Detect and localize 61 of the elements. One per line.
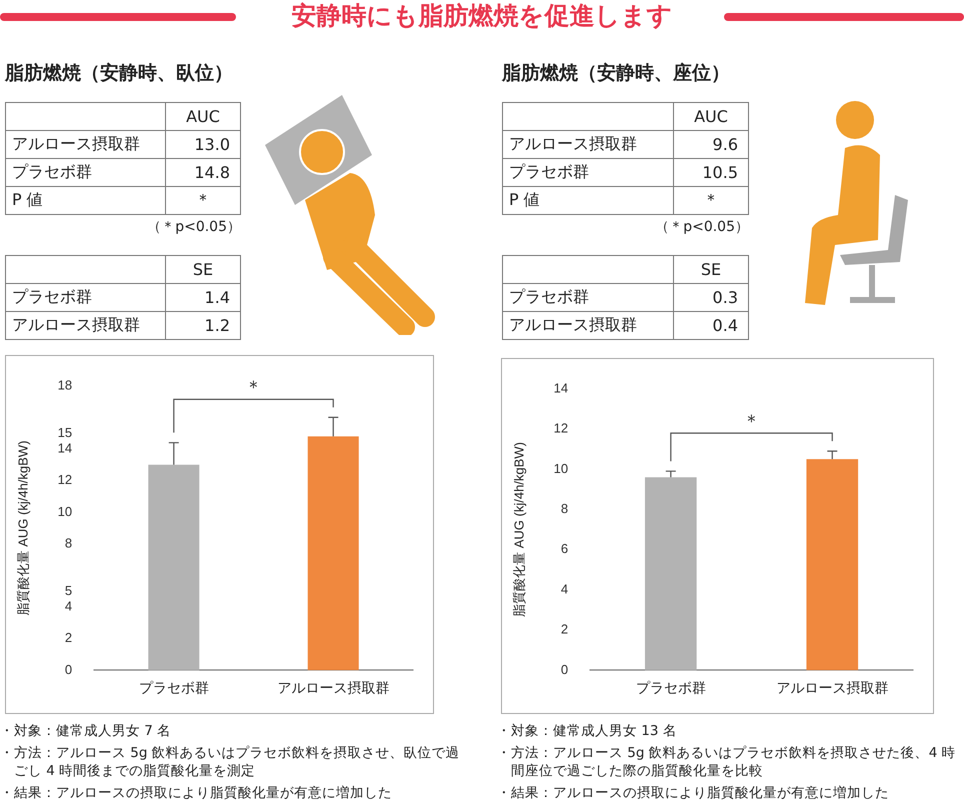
- y-tick-label: 4: [64, 598, 72, 614]
- text: 0.3: [712, 288, 738, 307]
- text: 14.8: [194, 163, 230, 182]
- category-label: プラセボ群: [509, 287, 589, 306]
- y-tick-label: 2: [64, 630, 72, 646]
- y-tick-label: 10: [554, 460, 568, 476]
- x-tick-label: プラセボ群: [636, 679, 706, 696]
- category-label: AUC: [166, 102, 240, 130]
- category-label: アルロース摂取群: [509, 315, 637, 334]
- text: （＊p<0.05）: [146, 218, 241, 236]
- x-tick-label: アルロース摂取群: [277, 679, 390, 696]
- category-label: プラセボ群: [12, 162, 92, 181]
- category-label: P 値: [12, 190, 43, 209]
- annotation: ＊: [244, 377, 263, 398]
- y-tick-label: 15: [58, 424, 72, 440]
- x-tick-label: プラセボ群: [138, 679, 209, 696]
- category-label: AUC: [674, 102, 748, 130]
- category-label: SE: [166, 256, 240, 284]
- text: ＊: [703, 190, 719, 209]
- y-tick-label: 8: [560, 500, 568, 516]
- y-tick-label: 14: [58, 440, 72, 456]
- y-tick-label: 2: [560, 622, 568, 637]
- text: 0.4: [712, 316, 738, 335]
- x-tick-label: アルロース摂取群: [776, 679, 888, 696]
- category-label: アルロース摂取群: [12, 134, 140, 153]
- y-tick-label: 5: [64, 582, 72, 598]
- y-tick-label: 8: [64, 535, 72, 550]
- text: 9.6: [712, 135, 738, 154]
- text: 1.2: [204, 316, 230, 335]
- y-tick-label: 12: [554, 420, 568, 436]
- text: ＊: [195, 190, 211, 209]
- text: ・結果：アルロースの摂取により脂質酸化量が有意に増加した: [0, 784, 393, 802]
- y-tick-label: 10: [58, 504, 72, 519]
- text: 1.4: [204, 288, 230, 307]
- y-axis-title: 脂質酸化量 AUG (kj/4h/kgBW): [511, 442, 526, 617]
- text: ・対象：健常成人男女 13 名: [497, 722, 678, 740]
- annotation: ＊: [742, 410, 761, 432]
- y-tick-label: 14: [554, 380, 568, 396]
- category-label: プラセボ群: [12, 287, 92, 306]
- text: 脂肪燃焼（安静時、臥位）: [5, 61, 234, 86]
- y-tick-label: 0: [64, 662, 72, 677]
- text: ・対象：健常成人男女 7 名: [0, 722, 172, 740]
- text: 安静時にも脂肪燃焼を促進します: [282, 1, 682, 30]
- y-tick-label: 0: [560, 662, 568, 677]
- category-label: SE: [674, 256, 748, 284]
- y-axis-title: 脂質酸化量 AUG (kj/4h/kgBW): [15, 440, 30, 616]
- text: 10.5: [702, 163, 738, 182]
- y-tick-label: 4: [560, 581, 568, 596]
- y-tick-label: 6: [560, 541, 568, 556]
- text: ・方法：アルロース 5g 飲料あるいはプラセボ飲料を摂取させた後、4 時間座位で過ごした際の脂質酸化量を比較: [497, 744, 957, 780]
- text: ・結果：アルロースの摂取により脂質酸化量が有意に増加した: [497, 784, 890, 802]
- y-tick-label: 18: [58, 377, 72, 392]
- category-label: アルロース摂取群: [12, 315, 140, 334]
- category-label: プラセボ群: [509, 162, 589, 181]
- y-tick-label: 12: [58, 472, 72, 488]
- text: ・方法：アルロース 5g 飲料あるいはプラセボ飲料を摂取させ、臥位で過ごし 4 時間後までの脂質酸化量を測定: [0, 744, 461, 780]
- category-label: アルロース摂取群: [509, 134, 637, 153]
- text: 13.0: [194, 135, 230, 154]
- text: （＊p<0.05）: [654, 218, 749, 236]
- text: 脂肪燃焼（安静時、座位）: [502, 61, 731, 86]
- category-label: P 値: [509, 190, 540, 209]
